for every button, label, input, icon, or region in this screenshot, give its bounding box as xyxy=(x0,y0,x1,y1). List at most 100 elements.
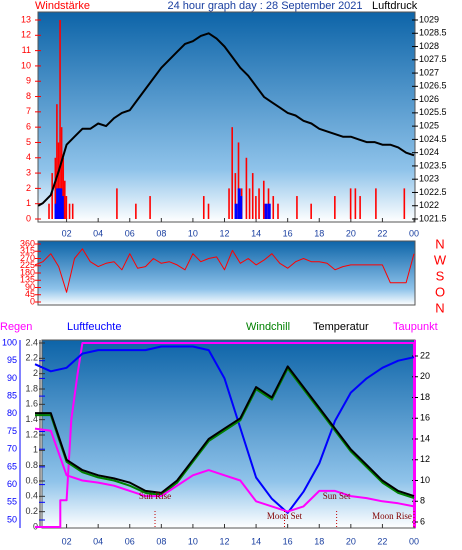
tick-label: 14 xyxy=(420,433,430,443)
tick-label: 75 xyxy=(7,426,17,436)
tick-label: 20 xyxy=(420,371,430,381)
tick-label: 1 xyxy=(26,198,31,208)
wind-bar xyxy=(59,188,63,219)
wind-bar xyxy=(375,188,377,219)
tick-label: 12 xyxy=(21,30,31,40)
wind-bar xyxy=(228,188,230,219)
tick-label: 100 xyxy=(2,337,17,347)
wind-bar xyxy=(48,203,50,219)
tick-label: 0 xyxy=(30,296,35,306)
tick-label: 50 xyxy=(7,514,17,524)
tick-label: 1021.5 xyxy=(419,213,447,223)
tick-label: 0.2 xyxy=(25,506,38,516)
annotation: Moon Set xyxy=(267,511,303,521)
wind-bar xyxy=(296,196,298,219)
wind-bar xyxy=(202,196,205,219)
wind-bar xyxy=(71,203,74,219)
wind-bar xyxy=(54,203,58,219)
tick-label: 7 xyxy=(26,106,31,116)
annotation: Sun Rise xyxy=(139,491,171,501)
tick-label: 1.6 xyxy=(25,399,38,409)
wind-bar xyxy=(59,20,61,219)
tick-label: 4 xyxy=(26,152,31,162)
tick-label: 8 xyxy=(26,91,31,101)
x-tick-label: 04 xyxy=(93,536,103,546)
tick-label: W xyxy=(434,252,447,267)
wind-bar xyxy=(207,203,210,219)
wind-bar xyxy=(237,188,241,219)
tick-label: 90 xyxy=(7,373,17,383)
panel-frame xyxy=(41,339,416,529)
wind-bar xyxy=(245,157,248,219)
x-tick-label: 20 xyxy=(346,228,356,238)
tick-label: 315 xyxy=(20,246,35,256)
wind-bar xyxy=(239,196,243,219)
tick-label: 1026 xyxy=(419,94,439,104)
series-line xyxy=(37,32,415,207)
wind-bar xyxy=(65,196,68,219)
tick-label: O xyxy=(435,284,445,299)
wind-bar xyxy=(251,173,254,219)
tick-label: 180 xyxy=(20,267,35,277)
tick-label: 1027.5 xyxy=(419,54,447,64)
x-tick-label: 02 xyxy=(62,228,72,238)
tick-label: 1022 xyxy=(419,200,439,210)
x-tick-label: 00 xyxy=(409,228,419,238)
tick-label: 45 xyxy=(25,289,35,299)
x-tick-label: 08 xyxy=(156,228,166,238)
x-tick-label: 14 xyxy=(251,536,261,546)
tick-label: 0.4 xyxy=(25,491,38,501)
tick-label: 85 xyxy=(7,390,17,400)
x-tick-label: 12 xyxy=(219,536,229,546)
tick-label: 1025 xyxy=(419,121,439,131)
tick-label: 80 xyxy=(7,408,17,418)
tick-label: 10 xyxy=(420,475,430,485)
tick-label: 0 xyxy=(26,213,31,223)
wind-bar xyxy=(64,180,66,219)
tick-label: 0.8 xyxy=(25,460,38,470)
wind-bar xyxy=(56,188,60,219)
tick-label: N xyxy=(435,236,444,251)
x-tick-label: 14 xyxy=(251,228,261,238)
legend-entry: Luftfeuchte xyxy=(67,321,121,333)
tick-label: 1022.5 xyxy=(419,187,447,197)
wind-bar xyxy=(56,104,58,219)
x-tick-label: 16 xyxy=(283,536,293,546)
wind-bar xyxy=(60,127,63,219)
tick-label: 3 xyxy=(26,167,31,177)
tick-label: 1025.5 xyxy=(419,107,447,117)
tick-label: 1026.5 xyxy=(419,81,447,91)
tick-label: 1.8 xyxy=(25,383,38,393)
tick-label: 1029 xyxy=(419,14,439,24)
wind-bar xyxy=(68,203,71,219)
x-tick-label: 22 xyxy=(377,228,387,238)
x-tick-label: 08 xyxy=(156,536,166,546)
tick-label: 12 xyxy=(420,454,430,464)
series-line xyxy=(35,367,415,500)
axis-label: Luftdruck xyxy=(372,0,418,12)
series-line xyxy=(34,248,415,293)
x-tick-label: 06 xyxy=(125,228,135,238)
tick-label: 1.4 xyxy=(25,414,38,424)
wind-bar xyxy=(267,203,271,219)
wind-bar xyxy=(264,203,268,219)
x-tick-label: 10 xyxy=(188,536,198,546)
tick-label: 360 xyxy=(20,238,35,248)
tick-label: 18 xyxy=(420,392,430,402)
legend-entry: Windchill xyxy=(246,321,290,333)
tick-label: 16 xyxy=(420,413,430,423)
x-tick-label: 20 xyxy=(346,536,356,546)
wind-bar xyxy=(57,188,61,219)
tick-label: 270 xyxy=(20,253,35,263)
tick-label: 6 xyxy=(26,122,31,132)
tick-label: 10 xyxy=(21,60,31,70)
tick-label: 55 xyxy=(7,497,17,507)
x-tick-label: 06 xyxy=(125,536,135,546)
x-tick-label: 04 xyxy=(93,228,103,238)
series-line xyxy=(34,427,415,513)
wind-bar xyxy=(359,196,361,219)
tick-label: 1024 xyxy=(419,147,439,157)
wind-bar xyxy=(272,196,275,219)
tick-label: 1027 xyxy=(419,67,439,77)
